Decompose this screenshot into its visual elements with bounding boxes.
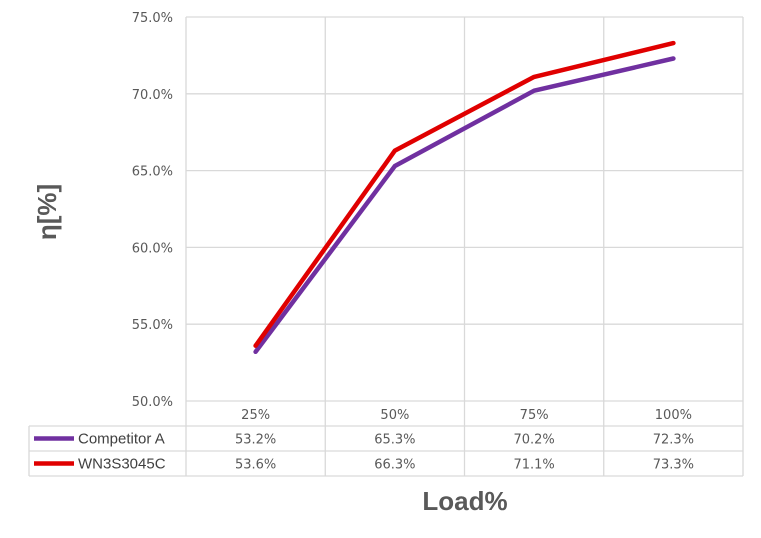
legend-label: Competitor A: [78, 431, 165, 448]
y-tick-label: 75.0%: [132, 11, 173, 26]
x-tick-label: 100%: [655, 408, 692, 423]
y-axis-ticks: 50.0% 55.0% 60.0% 65.0% 70.0% 75.0%: [132, 11, 173, 410]
legend-label: WN3S3045C: [78, 456, 166, 473]
data-label: 53.2%: [235, 433, 276, 448]
data-table: 25% 50% 75% 100% Competitor A 53.2% 65.3% 70.2%…: [28, 408, 743, 477]
series-line: [253, 56, 676, 355]
y-tick-label: 60.0%: [132, 241, 173, 256]
y-tick-label: 70.0%: [132, 88, 173, 103]
x-tick-label: 50%: [380, 408, 409, 423]
data-label: 73.3%: [653, 458, 694, 473]
y-tick-label: 55.0%: [132, 318, 173, 333]
series-line: [253, 40, 676, 348]
data-label: 71.1%: [513, 458, 554, 473]
x-tick-label: 75%: [520, 408, 549, 423]
x-tick-label: 25%: [241, 408, 270, 423]
y-tick-label: 65.0%: [132, 165, 173, 180]
data-label: 72.3%: [653, 433, 694, 448]
series-lines: [253, 40, 676, 355]
x-axis-title: Load%: [422, 486, 507, 516]
y-axis-title: η[%]: [32, 184, 62, 240]
data-label: 65.3%: [374, 433, 415, 448]
y-tick-label: 50.0%: [132, 395, 173, 410]
data-label: 66.3%: [374, 458, 415, 473]
data-label: 70.2%: [513, 433, 554, 448]
data-label: 53.6%: [235, 458, 276, 473]
